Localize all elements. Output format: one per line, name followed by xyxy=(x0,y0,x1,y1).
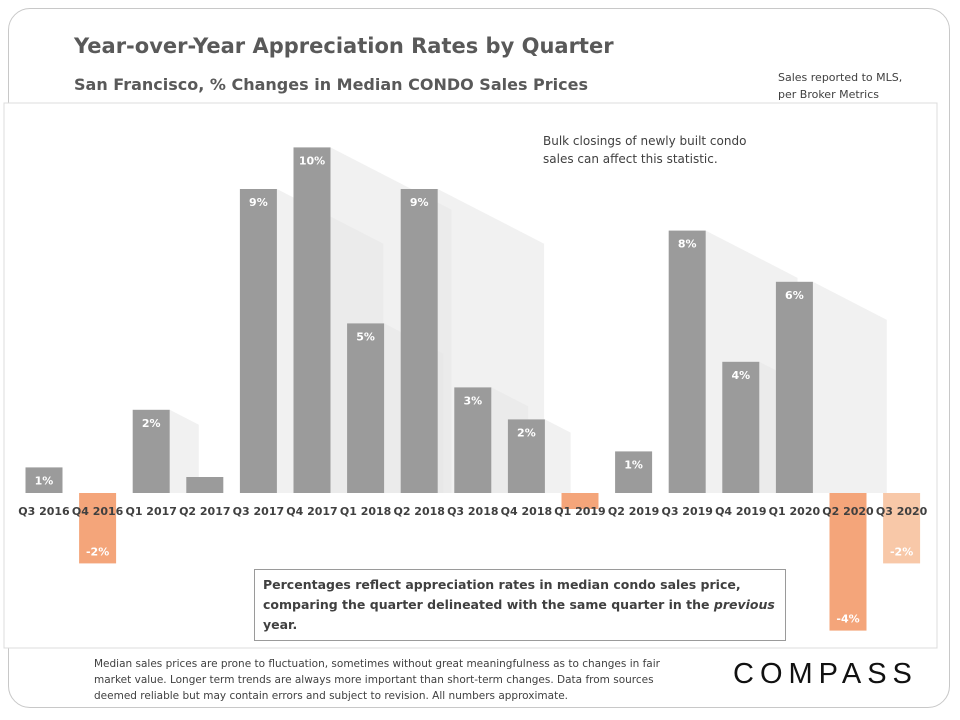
x-tick-label: Q4 2017 xyxy=(286,505,337,518)
chart-title: Year-over-Year Appreciation Rates by Qua… xyxy=(74,34,614,58)
bar-q3-2018 xyxy=(454,387,492,493)
bars-layer xyxy=(25,147,921,631)
data-label: 8% xyxy=(678,238,697,251)
data-label: 3% xyxy=(463,394,482,407)
bar-q3-2020 xyxy=(883,493,921,564)
bar-q2-2019 xyxy=(615,451,653,493)
x-tick-label: Q3 2020 xyxy=(876,505,928,518)
bulk-closings-annotation: Bulk closings of newly built condo sales… xyxy=(535,128,781,172)
data-label: 10% xyxy=(299,154,325,167)
labels-layer: 1% -2% 2% 9% 10% 5% 9% 3% 2% 1% 8% 4% 6% -4% -2% xyxy=(35,154,914,625)
data-label: 1% xyxy=(624,458,643,471)
note-text-part2: year. xyxy=(263,617,298,632)
bar-shadow xyxy=(544,419,571,493)
bar-q2-2018 xyxy=(400,189,438,493)
data-label: -2% xyxy=(86,545,109,558)
data-label: 4% xyxy=(731,369,750,382)
bar-q4-2018 xyxy=(507,419,545,493)
bulk-closings-line1: Bulk closings of newly built condo xyxy=(543,134,747,148)
data-label: 6% xyxy=(785,289,804,302)
chart-subtitle: San Francisco, % Changes in Median CONDO… xyxy=(74,75,589,94)
compass-logo: COMPASS xyxy=(733,658,918,690)
note-text-italic: previous xyxy=(713,597,775,612)
data-label: 9% xyxy=(410,196,429,209)
bulk-closings-line2: sales can affect this statistic. xyxy=(543,152,718,166)
data-label: 1% xyxy=(35,474,54,487)
x-tick-label: Q4 2018 xyxy=(501,505,552,518)
bar-q1-2020 xyxy=(775,281,813,493)
data-label: -2% xyxy=(890,545,913,558)
source-note-line2: per Broker Metrics xyxy=(778,88,880,101)
bar-q2-2017 xyxy=(186,477,224,493)
source-note-line1: Sales reported to MLS, xyxy=(778,71,903,84)
bar-q3-2016 xyxy=(25,467,63,493)
bar-q4-2019 xyxy=(722,361,760,493)
x-tick-label: Q3 2019 xyxy=(661,505,712,518)
bar-q1-2017 xyxy=(132,409,170,493)
bar-shadow xyxy=(169,409,199,493)
data-label: 9% xyxy=(249,196,268,209)
x-tick-label: Q4 2019 xyxy=(715,505,766,518)
bar-q3-2019 xyxy=(668,230,706,493)
source-note: Sales reported to MLS, per Broker Metric… xyxy=(778,69,938,103)
x-tick-label: Q2 2017 xyxy=(179,505,230,518)
footer-disclaimer: Median sales prices are prone to fluctua… xyxy=(94,658,660,702)
data-label: 2% xyxy=(517,426,536,439)
data-label: -4% xyxy=(836,613,859,626)
x-tick-label: Q1 2018 xyxy=(340,505,391,518)
x-tick-label: Q2 2018 xyxy=(393,505,444,518)
ticks-layer: Q3 2016 Q4 2016 Q1 2017 Q2 2017 Q3 2017 Q4 20… xyxy=(18,505,927,518)
x-tick-label: Q2 2020 xyxy=(822,505,874,518)
x-tick-label: Q2 2019 xyxy=(608,505,659,518)
data-label: 2% xyxy=(142,417,161,430)
x-tick-label: Q1 2017 xyxy=(125,505,176,518)
data-label: 5% xyxy=(356,330,375,343)
x-tick-label: Q3 2017 xyxy=(233,505,284,518)
x-tick-label: Q4 2016 xyxy=(72,505,124,518)
x-tick-label: Q1 2020 xyxy=(769,505,821,518)
note-text-part1: Percentages reflect appreciation rates i… xyxy=(263,577,741,612)
bar-q3-2017 xyxy=(239,189,277,493)
methodology-note: Percentages reflect appreciation rates i… xyxy=(254,569,786,641)
bar-q1-2018 xyxy=(347,323,385,493)
bar-shadow xyxy=(812,281,887,493)
bar-q4-2016 xyxy=(79,493,117,564)
x-tick-label: Q1 2019 xyxy=(554,505,605,518)
bar-q2-2020 xyxy=(829,493,867,631)
bar-q4-2017 xyxy=(293,147,331,493)
bar-q1-2019 xyxy=(561,493,599,509)
x-tick-label: Q3 2016 xyxy=(18,505,70,518)
x-tick-label: Q3 2018 xyxy=(447,505,498,518)
